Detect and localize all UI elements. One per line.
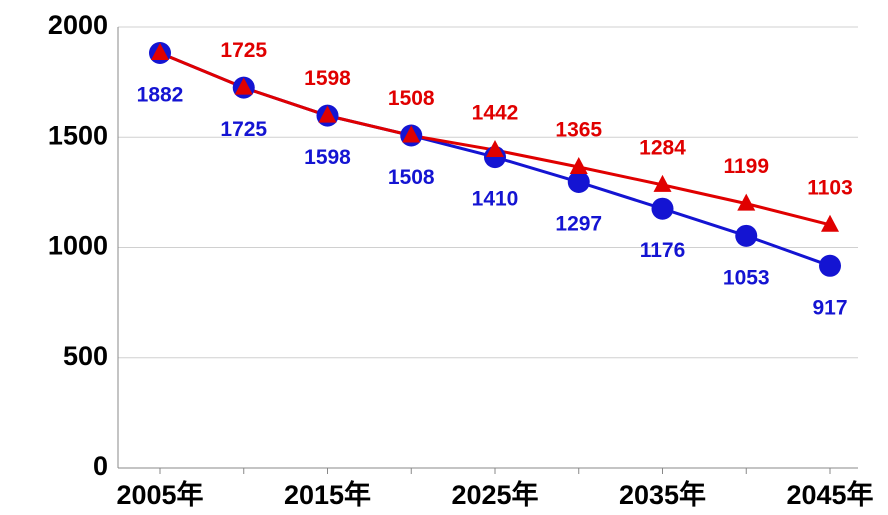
y-tick-label: 0 — [93, 451, 108, 481]
marker — [737, 193, 756, 211]
data-label: 1410 — [472, 188, 519, 211]
data-label: 1053 — [723, 266, 770, 289]
marker — [653, 174, 672, 192]
data-label: 1508 — [388, 166, 435, 189]
data-label: 1176 — [640, 239, 686, 262]
data-label: 1598 — [304, 146, 351, 169]
data-label: 917 — [812, 296, 847, 319]
data-label: 1598 — [304, 67, 351, 90]
marker — [819, 254, 841, 277]
data-label: 1725 — [220, 118, 267, 141]
data-label: 1882 — [137, 84, 184, 107]
marker — [735, 224, 758, 247]
data-label: 1365 — [555, 119, 602, 142]
data-label: 1103 — [807, 176, 853, 199]
data-label: 1199 — [723, 155, 769, 178]
marker — [151, 43, 169, 61]
x-tick-label: 2005年 — [116, 479, 203, 510]
y-tick-label: 1000 — [48, 231, 108, 261]
marker — [402, 125, 421, 143]
x-tick-label: 2025年 — [451, 479, 538, 510]
marker — [567, 171, 590, 194]
x-tick-label: 2035年 — [619, 479, 706, 510]
x-tick-label: 2045年 — [786, 479, 873, 510]
marker — [318, 105, 337, 123]
data-label: 1284 — [639, 136, 686, 159]
marker — [486, 140, 504, 158]
x-tick-label: 2015年 — [284, 479, 371, 510]
data-label: 1508 — [388, 87, 435, 110]
data-label: 1297 — [555, 213, 602, 236]
marker — [651, 197, 674, 220]
data-label: 1725 — [220, 39, 267, 62]
marker — [569, 157, 588, 175]
marker — [234, 77, 253, 95]
y-tick-label: 1500 — [48, 120, 108, 150]
marker — [821, 214, 839, 232]
data-label: 1442 — [472, 102, 519, 125]
y-tick-label: 500 — [63, 341, 108, 371]
y-tick-label: 2000 — [48, 10, 108, 40]
